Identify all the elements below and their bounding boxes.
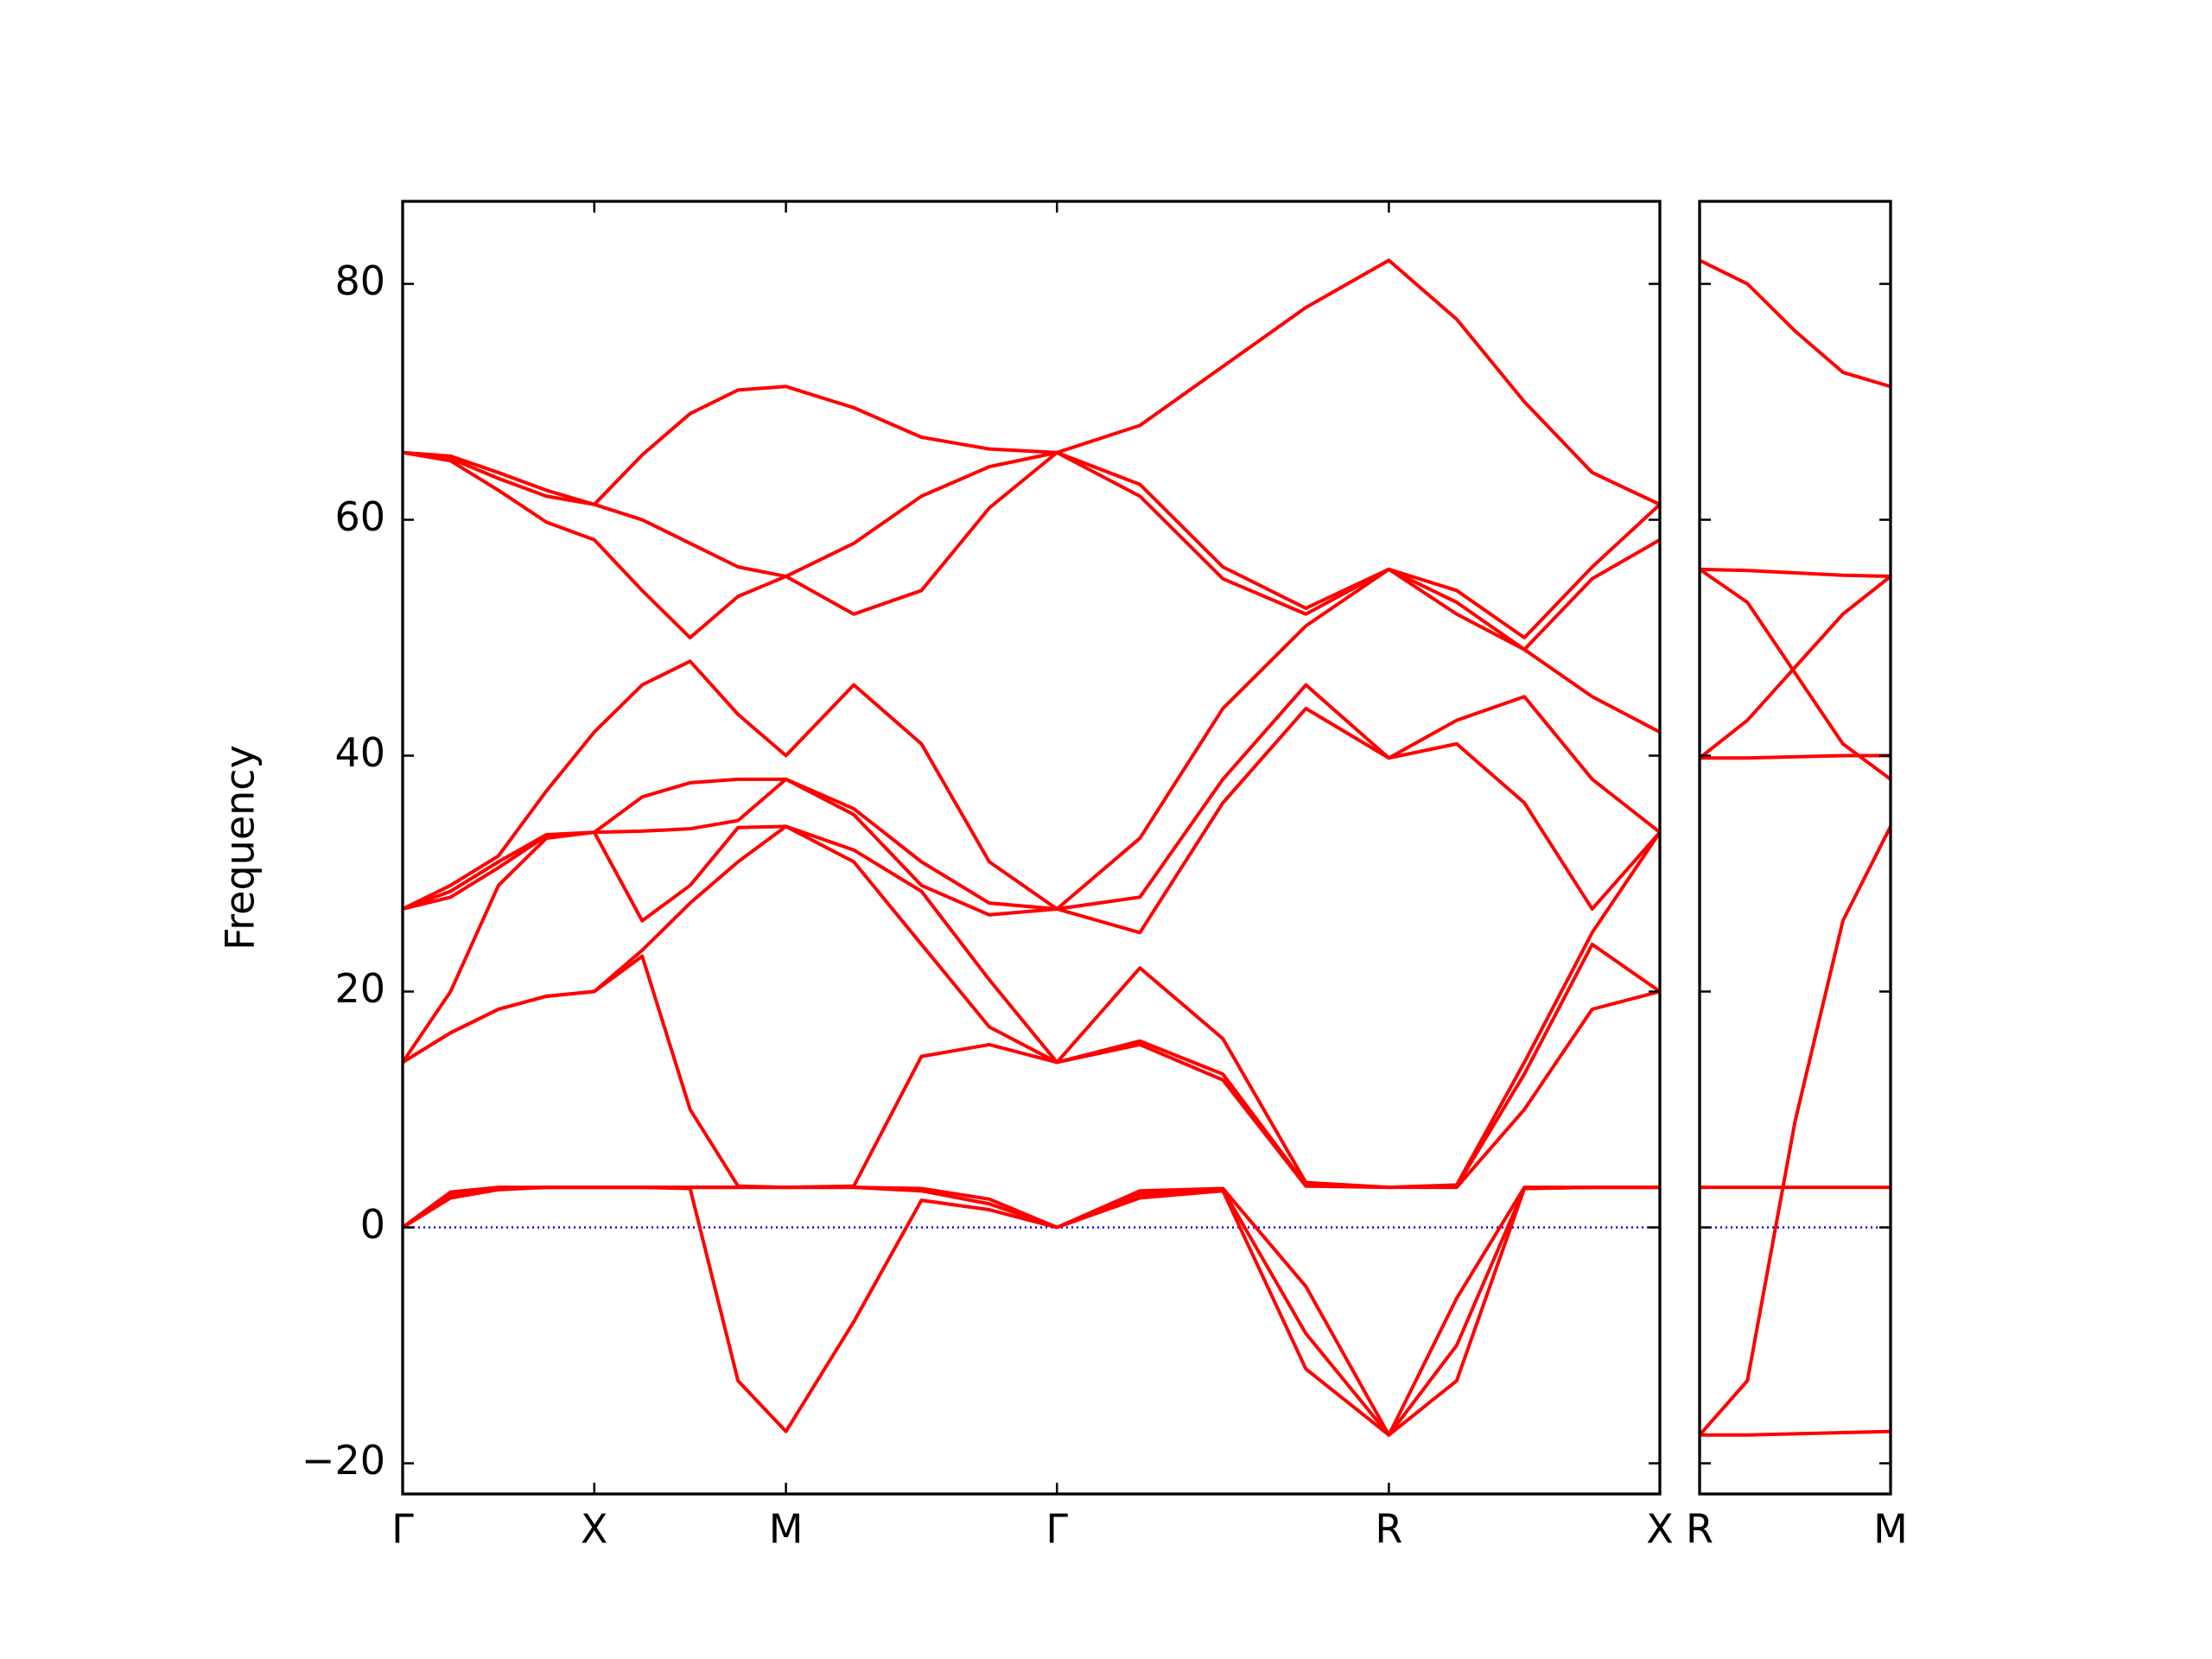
y-tick-label: 80 [334, 257, 385, 304]
axes-frame [1698, 200, 1892, 1496]
band-line [403, 567, 1660, 911]
band-line [1700, 567, 1891, 579]
x-tick-label: R [1686, 1506, 1713, 1553]
y-tick-label: 0 [360, 1201, 385, 1248]
band-line [403, 450, 1660, 652]
y-tick-label: −20 [302, 1437, 385, 1484]
band-line [403, 1185, 1660, 1437]
band-line [403, 258, 1660, 506]
band-line [1700, 825, 1891, 1437]
axes-frame [401, 200, 1662, 1496]
band-line [403, 824, 1660, 1190]
y-tick-label: 20 [334, 965, 385, 1012]
band-line [1700, 575, 1891, 760]
x-tick-label: R [1375, 1506, 1402, 1553]
band-line [403, 824, 1660, 1190]
x-tick-label: X [581, 1506, 608, 1553]
band-line [1700, 568, 1891, 781]
y-tick-label: 60 [334, 493, 385, 540]
band-line [1700, 1429, 1891, 1437]
x-tick-label: Γ [391, 1506, 414, 1553]
band-line [403, 450, 1660, 640]
band-line [403, 1185, 1660, 1437]
plot-area [1700, 258, 1891, 1437]
y-axis-label: Frequency [217, 745, 264, 950]
y-tick-label: 40 [334, 729, 385, 776]
band-line [403, 706, 1660, 935]
x-tick-label: M [1873, 1506, 1908, 1553]
plot-area [403, 258, 1660, 1437]
band-line [1700, 258, 1891, 389]
x-tick-label: Γ [1046, 1506, 1068, 1553]
band-line [403, 683, 1660, 911]
x-tick-label: M [769, 1506, 804, 1553]
x-tick-label: X [1646, 1506, 1674, 1553]
